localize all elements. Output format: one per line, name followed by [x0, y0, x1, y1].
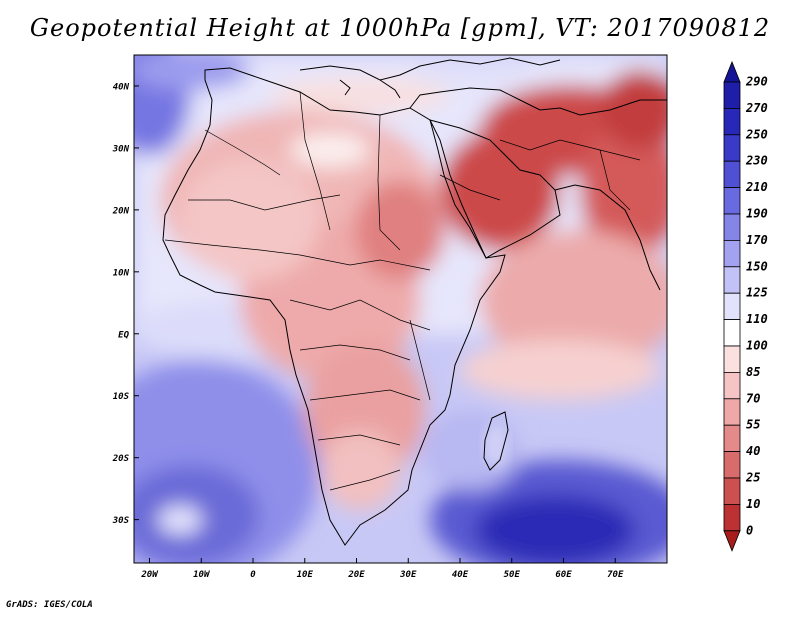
- legend-top-arrow: [723, 60, 741, 83]
- legend-label: 70: [746, 391, 760, 405]
- legend-swatch: [723, 266, 741, 294]
- legend-label: 10: [746, 497, 760, 511]
- legend-swatch: [723, 319, 741, 347]
- lon-tick-label: 70E: [607, 570, 624, 580]
- legend-label: 0: [746, 523, 753, 537]
- grads-credit: GrADS: IGES/COLA: [6, 600, 93, 610]
- map-plot-area: [134, 55, 667, 563]
- legend-swatch: [723, 187, 741, 215]
- latitude-axis: 40N 30N 20N 10N EQ 10S 20S 30S: [112, 82, 139, 526]
- lat-tick-label: 20N: [112, 206, 130, 216]
- legend-label: 25: [745, 471, 760, 485]
- legend-swatch: [723, 371, 741, 400]
- height-field: [134, 55, 667, 563]
- legend-label: 250: [745, 127, 768, 141]
- lon-tick-label: 40E: [452, 570, 469, 580]
- legend-bottom-arrow: [723, 530, 741, 552]
- legend-swatch: [723, 160, 741, 188]
- country-borders: [164, 91, 641, 491]
- legend-label: 100: [746, 339, 768, 353]
- legend-label: 125: [746, 286, 768, 300]
- lat-tick-label: 20S: [112, 454, 130, 464]
- legend-swatch: [723, 134, 741, 162]
- legend-label: 55: [746, 418, 760, 432]
- legend-label: 290: [745, 75, 768, 89]
- lon-tick-label: 0: [250, 570, 256, 580]
- map-title: Geopotential Height at 1000hPa [gpm], VT…: [29, 14, 771, 42]
- color-legend: 2902702502302101901701501251101008570554…: [723, 60, 768, 552]
- lon-tick-label: 10E: [297, 570, 314, 580]
- legend-label: 170: [746, 233, 768, 247]
- legend-label: 110: [746, 312, 768, 326]
- legend-swatch: [723, 345, 741, 373]
- legend-swatch: [723, 398, 741, 426]
- legend-label: 150: [746, 259, 768, 273]
- lat-tick-label: 30N: [112, 144, 130, 154]
- legend-label: 190: [746, 207, 768, 221]
- lon-tick-label: 20W: [140, 570, 159, 580]
- lat-tick-label: 40N: [113, 82, 130, 92]
- legend-label: 40: [746, 444, 760, 458]
- legend-label: 230: [745, 154, 768, 168]
- legend-label: 85: [746, 365, 760, 379]
- plot-frame: [133, 54, 668, 564]
- coastlines: [162, 57, 667, 546]
- legend-swatch: [723, 239, 741, 268]
- lon-tick-label: 50E: [504, 570, 521, 580]
- lon-tick-label: 30E: [399, 570, 417, 580]
- legend-swatch: [723, 424, 741, 453]
- legend-swatch: [723, 81, 741, 109]
- lon-tick-label: 10W: [193, 570, 211, 580]
- lat-tick-label: 10N: [113, 268, 130, 278]
- legend-swatch: [723, 292, 741, 321]
- legend-label: 210: [745, 180, 768, 194]
- legend-swatch: [723, 451, 741, 479]
- lat-tick-label: 30S: [112, 516, 130, 526]
- lat-tick-label: EQ: [118, 330, 129, 340]
- legend-swatch: [723, 108, 741, 136]
- legend-swatch: [723, 477, 741, 505]
- legend-swatch: [723, 503, 741, 532]
- longitude-axis: 20W 10W 0 10E 20E 30E 40E 50E 60E 70E: [140, 558, 624, 580]
- lon-tick-label: 20E: [347, 570, 365, 580]
- legend-swatch: [723, 213, 741, 241]
- lon-tick-label: 60E: [555, 570, 572, 580]
- legend-label: 270: [745, 101, 768, 115]
- lat-tick-label: 10S: [113, 392, 130, 402]
